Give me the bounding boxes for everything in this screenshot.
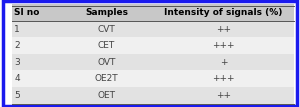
Bar [12, 71, 60, 87]
Bar [60, 37, 153, 54]
Bar [153, 87, 294, 104]
Text: +++: +++ [212, 74, 235, 83]
Text: OE2T: OE2T [95, 74, 118, 83]
Text: OVT: OVT [97, 58, 116, 67]
Bar [12, 4, 60, 21]
Text: 1: 1 [14, 25, 20, 34]
Text: 3: 3 [14, 58, 20, 67]
Bar [153, 37, 294, 54]
Bar [12, 21, 60, 37]
Text: Sl no: Sl no [14, 8, 40, 17]
Bar [60, 87, 153, 104]
Bar [12, 87, 60, 104]
Text: +: + [220, 58, 227, 67]
Text: CET: CET [98, 41, 115, 50]
Text: +++: +++ [212, 41, 235, 50]
Bar [60, 71, 153, 87]
FancyBboxPatch shape [3, 1, 297, 106]
Text: ++: ++ [216, 25, 231, 34]
Text: CVT: CVT [98, 25, 115, 34]
Text: 2: 2 [14, 41, 20, 50]
Text: OET: OET [98, 91, 116, 100]
Bar [153, 21, 294, 37]
Text: Samples: Samples [85, 8, 128, 17]
Bar [153, 71, 294, 87]
Text: Intensity of signals (%): Intensity of signals (%) [164, 8, 283, 17]
Text: 5: 5 [14, 91, 20, 100]
Bar [60, 4, 153, 21]
Text: ++: ++ [216, 91, 231, 100]
Bar [60, 21, 153, 37]
Bar [153, 4, 294, 21]
Text: 4: 4 [14, 74, 20, 83]
Bar [12, 37, 60, 54]
Bar [12, 54, 60, 71]
Bar [153, 54, 294, 71]
Bar [60, 54, 153, 71]
